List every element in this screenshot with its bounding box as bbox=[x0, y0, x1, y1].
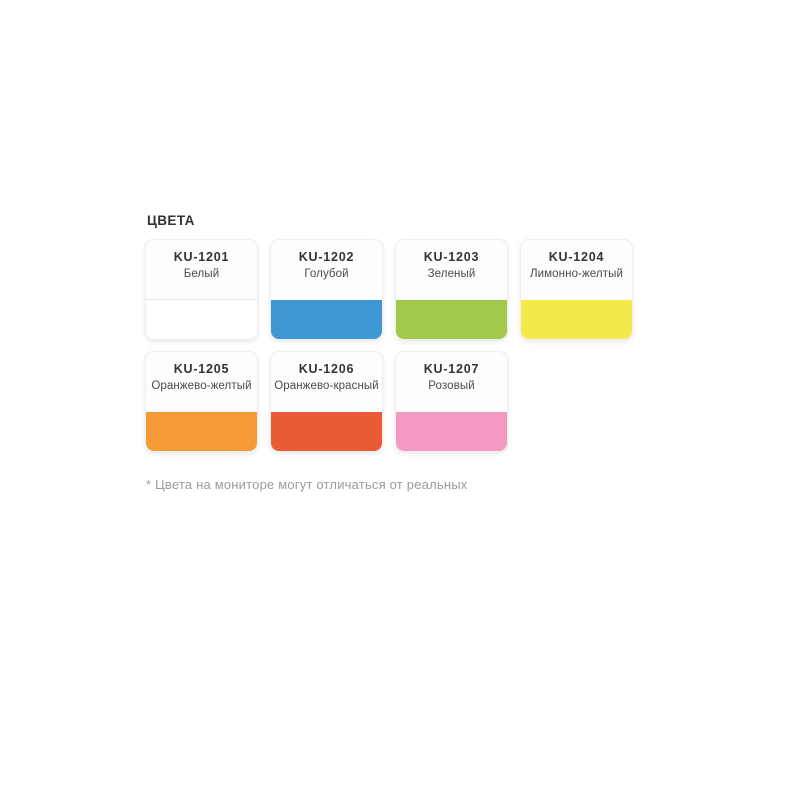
color-name: Зеленый bbox=[427, 268, 476, 280]
color-name: Оранжево-красный bbox=[274, 380, 379, 392]
color-code: KU-1205 bbox=[173, 362, 230, 376]
color-card: KU-1202 Голубой bbox=[270, 239, 383, 340]
color-cards-grid: KU-1201 Белый KU-1202 Голубой KU-1203 Зе… bbox=[145, 239, 647, 452]
color-card-header: KU-1207 Розовый bbox=[396, 352, 507, 412]
color-card: KU-1204 Лимонно-желтый bbox=[520, 239, 633, 340]
color-code: KU-1201 bbox=[173, 250, 230, 264]
color-card: KU-1205 Оранжево-желтый bbox=[145, 351, 258, 452]
color-code: KU-1202 bbox=[298, 250, 355, 264]
section-heading: ЦВЕТА bbox=[147, 213, 195, 228]
color-swatch bbox=[271, 300, 382, 339]
color-card-header: KU-1203 Зеленый bbox=[396, 240, 507, 300]
color-card-header: KU-1206 Оранжево-красный bbox=[271, 352, 382, 412]
color-card: KU-1201 Белый bbox=[145, 239, 258, 340]
color-name: Голубой bbox=[304, 268, 349, 280]
color-code: KU-1203 bbox=[423, 250, 480, 264]
colors-section: ЦВЕТА KU-1201 Белый KU-1202 Голубой KU-1… bbox=[145, 213, 647, 492]
color-card: KU-1203 Зеленый bbox=[395, 239, 508, 340]
color-card: KU-1206 Оранжево-красный bbox=[270, 351, 383, 452]
color-card-header: KU-1202 Голубой bbox=[271, 240, 382, 300]
color-name: Розовый bbox=[428, 380, 475, 392]
color-swatch bbox=[396, 412, 507, 451]
color-card-header: KU-1201 Белый bbox=[146, 240, 257, 299]
color-card: KU-1207 Розовый bbox=[395, 351, 508, 452]
color-swatch bbox=[396, 300, 507, 339]
color-name: Лимонно-желтый bbox=[530, 268, 623, 280]
color-swatch bbox=[521, 300, 632, 339]
color-swatch bbox=[271, 412, 382, 451]
color-code: KU-1206 bbox=[298, 362, 355, 376]
color-swatch bbox=[146, 299, 257, 339]
color-code: KU-1207 bbox=[423, 362, 480, 376]
color-name: Оранжево-желтый bbox=[151, 380, 252, 392]
color-name: Белый bbox=[183, 268, 220, 280]
color-disclaimer: * Цвета на мониторе могут отличаться от … bbox=[146, 477, 468, 492]
color-card-header: KU-1204 Лимонно-желтый bbox=[521, 240, 632, 300]
color-code: KU-1204 bbox=[548, 250, 605, 264]
color-swatch bbox=[146, 412, 257, 451]
color-card-header: KU-1205 Оранжево-желтый bbox=[146, 352, 257, 412]
